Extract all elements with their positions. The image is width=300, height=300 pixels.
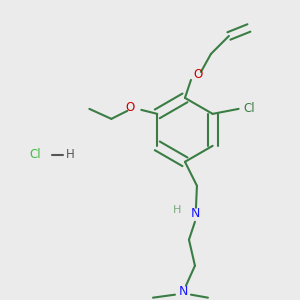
Text: Cl: Cl (29, 148, 41, 161)
Text: H: H (173, 205, 181, 215)
Text: Cl: Cl (244, 102, 255, 116)
Text: H: H (66, 148, 74, 161)
Text: N: N (178, 285, 188, 298)
Text: N: N (190, 207, 200, 220)
Text: O: O (193, 68, 203, 81)
Text: O: O (126, 101, 135, 114)
